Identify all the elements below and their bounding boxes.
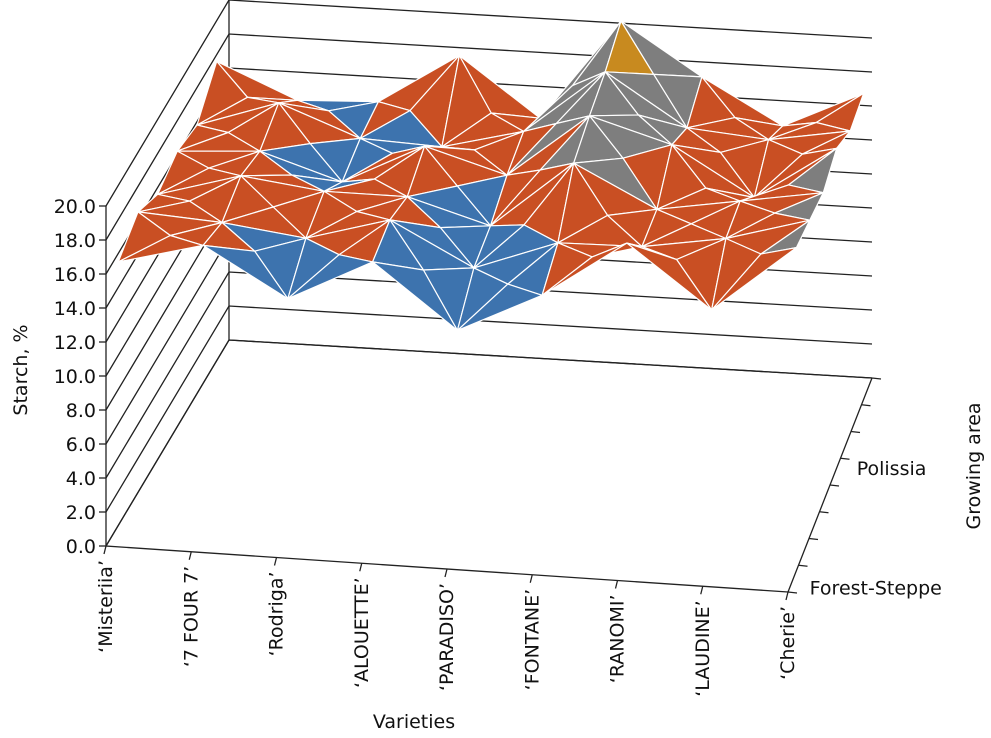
y-axis: 0.0 2.0 4.0 6.0 8.0 10.0 12.0 14.0 16.0 18.0 20.0 <box>54 196 106 558</box>
z-axis-title: Growing area <box>963 402 985 529</box>
x-axis: ‘Misteriia’ ‘7 FOUR 7’ ‘Rodriga’ ‘ALOUETTE’… <box>95 545 799 697</box>
z-tick <box>850 430 861 434</box>
grid-line <box>105 305 873 513</box>
x-axis-title: Varieties <box>373 711 455 733</box>
surface-facet <box>117 234 204 263</box>
surface-facet <box>202 244 289 300</box>
surface-facet <box>287 254 374 300</box>
z-tick <box>819 511 829 514</box>
y-tick-label: 6.0 <box>66 434 96 456</box>
surface-facet <box>456 283 543 331</box>
x-tick <box>359 563 363 572</box>
surface-facet <box>626 242 713 311</box>
floor-outline <box>104 339 873 593</box>
z-tick <box>861 404 871 407</box>
z-tick-label: Forest-Steppe <box>810 578 942 600</box>
z-tick <box>829 484 840 487</box>
x-tick <box>529 574 533 583</box>
x-tick <box>188 551 192 560</box>
z-tick <box>840 457 850 460</box>
x-tick-label: ‘Rodriga’ <box>266 572 288 657</box>
surface-facet <box>541 242 628 296</box>
z-tick <box>808 537 819 541</box>
surface-facet <box>710 247 798 311</box>
y-tick-label: 16.0 <box>54 264 96 286</box>
surface-mesh <box>117 20 865 331</box>
surface-facet <box>372 261 458 331</box>
x-tick <box>700 586 704 595</box>
x-tick <box>614 580 619 589</box>
x-tick-label: ‘7 FOUR 7’ <box>180 566 202 667</box>
z-tick-label: Polissia <box>857 458 927 480</box>
y-tick-label: 10.0 <box>54 366 96 388</box>
z-axis-line <box>787 377 873 593</box>
x-tick <box>273 557 278 566</box>
y-tick-label: 20.0 <box>54 196 96 218</box>
x-tick-label: ‘PARADISO’ <box>436 583 458 691</box>
x-tick-label: ‘Misteriia’ <box>95 560 117 653</box>
z-tick <box>787 591 798 594</box>
grid-line <box>105 339 873 547</box>
y-tick-label: 8.0 <box>66 400 96 422</box>
y-axis-title: Starch, % <box>10 324 32 415</box>
z-tick <box>798 564 808 567</box>
x-tick-label: ‘LAUDINE’ <box>692 600 714 696</box>
x-tick <box>103 545 107 555</box>
y-tick-label: 0.0 <box>66 536 96 558</box>
y-tick-label: 14.0 <box>54 298 96 320</box>
x-tick <box>785 591 789 601</box>
y-tick-label: 18.0 <box>54 230 96 252</box>
z-axis: Forest-Steppe Polissia <box>787 377 942 600</box>
x-tick-label: ‘FONTANE’ <box>521 589 543 691</box>
x-tick-label: ‘ALOUETTE’ <box>351 577 373 688</box>
x-tick-label: ‘RANOMI’ <box>607 595 629 684</box>
y-tick-label: 2.0 <box>66 502 96 524</box>
y-tick-label: 4.0 <box>66 468 96 490</box>
grid-line <box>105 0 873 207</box>
z-tick <box>871 377 882 380</box>
x-tick-label: ‘Cherie’ <box>777 606 799 680</box>
y-tick-label: 12.0 <box>54 332 96 354</box>
x-tick <box>444 568 448 578</box>
